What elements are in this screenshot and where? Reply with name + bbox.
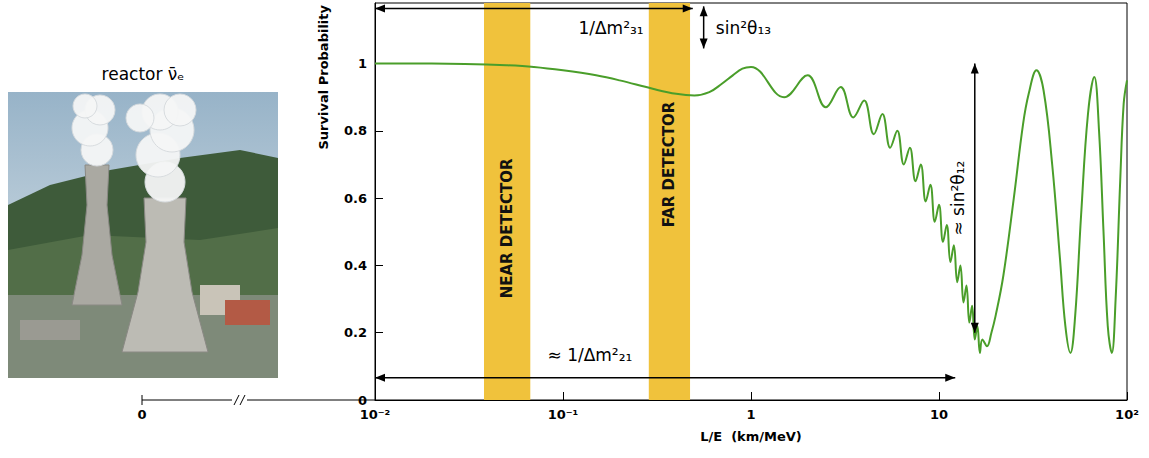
svg-text:1: 1: [358, 56, 367, 71]
svg-text:0: 0: [358, 392, 367, 408]
svg-text:≈ 1/Δm²₂₁: ≈ 1/Δm²₂₁: [547, 345, 632, 365]
svg-text:NEAR DETECTOR: NEAR DETECTOR: [498, 158, 516, 298]
svg-text:Survival Probability: Survival Probability: [316, 4, 331, 149]
svg-text:0.2: 0.2: [344, 325, 367, 340]
svg-text:L/E (km/MeV): L/E (km/MeV): [700, 429, 802, 444]
svg-text:10⁻¹: 10⁻¹: [548, 407, 579, 422]
svg-text:10: 10: [930, 407, 948, 422]
svg-text:sin²θ₁₃: sin²θ₁₃: [716, 18, 771, 38]
svg-text:0.4: 0.4: [344, 258, 367, 273]
svg-text:≈ sin²θ₁₂: ≈ sin²θ₁₂: [948, 161, 968, 236]
svg-text:10²: 10²: [1115, 407, 1139, 422]
svg-text:10⁻²: 10⁻²: [360, 407, 391, 422]
svg-text:0.6: 0.6: [344, 191, 367, 206]
svg-text:1/Δm²₃₁: 1/Δm²₃₁: [578, 18, 643, 38]
svg-text:0: 0: [137, 407, 146, 422]
svg-text:FAR DETECTOR: FAR DETECTOR: [660, 101, 678, 227]
svg-text:reactor ν̄ₑ: reactor ν̄ₑ: [102, 64, 185, 84]
svg-text:0.8: 0.8: [344, 123, 367, 138]
svg-text:1: 1: [746, 407, 755, 422]
